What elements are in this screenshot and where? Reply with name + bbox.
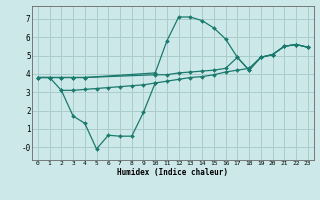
- X-axis label: Humidex (Indice chaleur): Humidex (Indice chaleur): [117, 168, 228, 177]
